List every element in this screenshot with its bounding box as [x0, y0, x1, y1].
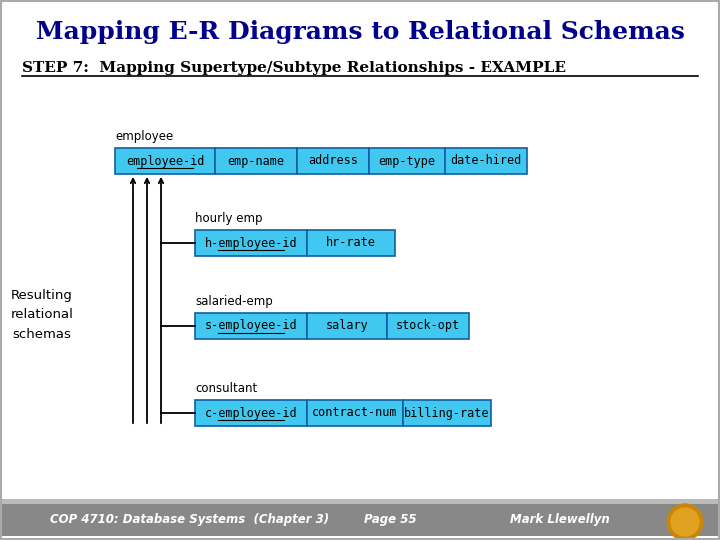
Text: Mark Llewellyn: Mark Llewellyn [510, 514, 610, 526]
Text: COP 4710: Database Systems  (Chapter 3): COP 4710: Database Systems (Chapter 3) [50, 514, 330, 526]
Bar [195, 230, 307, 256]
Bar [403, 400, 491, 426]
Bar [307, 400, 403, 426]
Bar [387, 313, 469, 339]
Text: s-employee-id: s-employee-id [204, 320, 297, 333]
Text: employee-id: employee-id [126, 154, 204, 167]
Bar [369, 148, 445, 174]
Text: consultant: consultant [195, 382, 257, 395]
Bar [215, 148, 297, 174]
Text: Mapping E-R Diagrams to Relational Schemas: Mapping E-R Diagrams to Relational Schem… [35, 20, 685, 44]
Text: emp-type: emp-type [379, 154, 436, 167]
Text: c-employee-id: c-employee-id [204, 407, 297, 420]
Text: emp-name: emp-name [228, 154, 284, 167]
Text: Page 55: Page 55 [364, 514, 416, 526]
Bar [445, 148, 527, 174]
Text: hourly emp: hourly emp [195, 212, 263, 225]
Text: stock-opt: stock-opt [396, 320, 460, 333]
Circle shape [667, 504, 703, 540]
Bar [297, 148, 369, 174]
Bar [307, 313, 387, 339]
Text: address: address [308, 154, 358, 167]
Text: STEP 7:  Mapping Supertype/Subtype Relationships - EXAMPLE: STEP 7: Mapping Supertype/Subtype Relati… [22, 61, 566, 75]
Bar [195, 313, 307, 339]
Text: salary: salary [325, 320, 369, 333]
Text: Resulting
relational
schemas: Resulting relational schemas [11, 289, 73, 341]
Bar [307, 230, 395, 256]
Text: contract-num: contract-num [312, 407, 397, 420]
Text: employee: employee [115, 130, 174, 143]
Text: salaried-emp: salaried-emp [195, 295, 273, 308]
Bar [1, 499, 719, 504]
Text: date-hired: date-hired [451, 154, 521, 167]
Text: h-employee-id: h-employee-id [204, 237, 297, 249]
Text: hr-rate: hr-rate [326, 237, 376, 249]
Bar [195, 400, 307, 426]
Text: billing-rate: billing-rate [404, 407, 490, 420]
Bar [1, 504, 719, 536]
Circle shape [671, 508, 699, 536]
Bar [115, 148, 215, 174]
